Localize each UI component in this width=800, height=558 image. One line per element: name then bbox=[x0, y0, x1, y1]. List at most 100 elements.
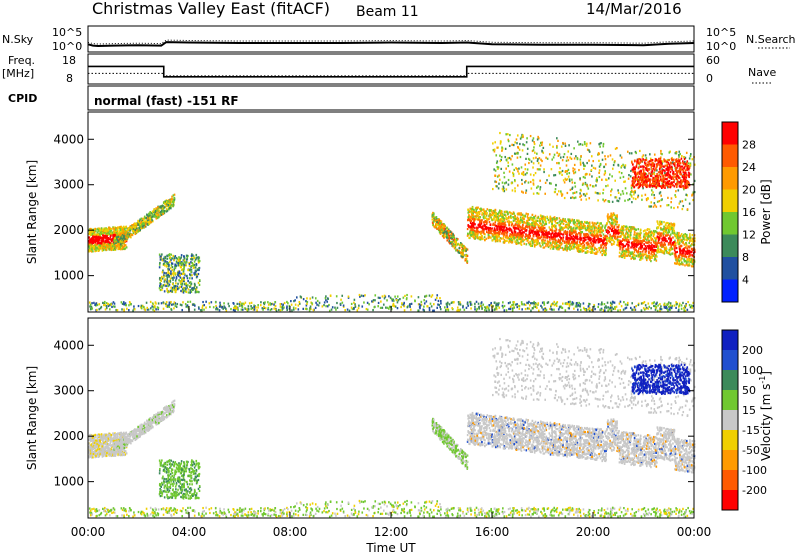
power-cell bbox=[532, 302, 535, 305]
power-cell bbox=[530, 309, 532, 312]
power-cell bbox=[434, 216, 436, 219]
power-cell bbox=[549, 244, 551, 247]
power-cell bbox=[668, 222, 671, 225]
power-cell bbox=[169, 201, 172, 204]
power-cell bbox=[517, 304, 520, 307]
power-cell bbox=[433, 218, 435, 221]
power-cell bbox=[122, 239, 125, 242]
power-cell bbox=[688, 303, 691, 307]
power-cell bbox=[689, 236, 692, 239]
power-cell bbox=[128, 301, 131, 304]
power-cell bbox=[182, 263, 185, 266]
power-cell bbox=[457, 243, 459, 246]
power-cell bbox=[253, 307, 256, 310]
power-cell bbox=[181, 262, 183, 265]
power-cell bbox=[663, 302, 666, 305]
power-cell bbox=[609, 306, 612, 309]
power-cell bbox=[631, 302, 634, 305]
power-cell bbox=[496, 218, 499, 222]
power-cell bbox=[105, 233, 107, 236]
power-cell bbox=[536, 238, 539, 241]
power-cell bbox=[686, 235, 688, 238]
power-cell bbox=[356, 309, 359, 312]
power-cell bbox=[111, 237, 114, 241]
power-cell bbox=[167, 270, 170, 273]
power-cell bbox=[539, 214, 542, 217]
power-cell bbox=[548, 232, 551, 235]
power-cell bbox=[100, 227, 103, 230]
power-cell bbox=[119, 228, 122, 232]
power-cell bbox=[624, 303, 627, 306]
power-cell bbox=[503, 309, 506, 312]
power-cell bbox=[550, 232, 553, 236]
power-cell bbox=[506, 220, 509, 223]
power-cell bbox=[568, 307, 571, 310]
power-cell bbox=[543, 223, 546, 227]
power-cell bbox=[560, 305, 562, 308]
power-cell bbox=[577, 225, 579, 229]
power-cell bbox=[677, 243, 680, 246]
power-cell bbox=[685, 304, 687, 307]
power-cell bbox=[666, 221, 668, 225]
power-cell bbox=[689, 233, 691, 236]
power-cell bbox=[117, 235, 119, 238]
power-cell bbox=[653, 251, 655, 254]
power-cell bbox=[292, 308, 295, 311]
power-cell bbox=[450, 301, 453, 304]
power-cell bbox=[115, 245, 118, 248]
power-cell bbox=[630, 252, 633, 255]
power-cell bbox=[166, 305, 169, 308]
power-cell bbox=[483, 232, 485, 236]
power-cell bbox=[432, 211, 434, 215]
power-cell bbox=[498, 211, 500, 214]
power-cell bbox=[198, 267, 200, 270]
power-cell bbox=[634, 249, 636, 252]
power-cell bbox=[528, 307, 531, 310]
power-cell bbox=[475, 300, 478, 303]
power-cell bbox=[546, 237, 549, 240]
power-cell bbox=[286, 300, 288, 304]
power-cell bbox=[474, 211, 477, 214]
power-cell bbox=[651, 243, 653, 247]
power-cell bbox=[522, 240, 524, 243]
power-cell bbox=[458, 249, 461, 253]
power-cell bbox=[625, 306, 628, 309]
power-cell bbox=[634, 308, 637, 311]
power-cell bbox=[646, 245, 649, 248]
power-cell bbox=[481, 237, 484, 241]
power-cell bbox=[504, 231, 507, 234]
power-cell bbox=[600, 228, 603, 231]
power-cell bbox=[469, 219, 472, 223]
power-cell bbox=[611, 306, 613, 309]
power-cell bbox=[100, 232, 103, 235]
power-cell bbox=[273, 307, 275, 310]
power-cell bbox=[184, 289, 186, 292]
power-cell bbox=[497, 235, 499, 239]
power-cell bbox=[462, 304, 464, 308]
power-cell bbox=[189, 274, 192, 277]
power-cell bbox=[323, 304, 325, 307]
power-cell bbox=[119, 225, 122, 229]
power-cell bbox=[603, 309, 606, 312]
power-cell bbox=[508, 211, 511, 214]
power-cell bbox=[124, 236, 127, 239]
power-cell bbox=[128, 231, 131, 235]
power-cell bbox=[198, 283, 201, 287]
power-cell bbox=[477, 214, 479, 217]
power-cell bbox=[494, 234, 496, 237]
power-cell bbox=[541, 240, 544, 243]
power-cell bbox=[145, 220, 148, 223]
power-cell bbox=[582, 245, 584, 248]
power-cell bbox=[169, 205, 172, 208]
power-cell bbox=[140, 220, 143, 223]
power-cell bbox=[674, 257, 677, 260]
power-cell bbox=[162, 205, 165, 209]
power-cell bbox=[93, 230, 96, 234]
power-cell bbox=[576, 235, 579, 238]
power-cell bbox=[146, 306, 149, 309]
power-cell bbox=[491, 227, 493, 230]
power-cell bbox=[656, 227, 658, 230]
power-cell bbox=[504, 230, 506, 233]
power-cell bbox=[666, 227, 669, 230]
power-cell bbox=[474, 305, 476, 308]
